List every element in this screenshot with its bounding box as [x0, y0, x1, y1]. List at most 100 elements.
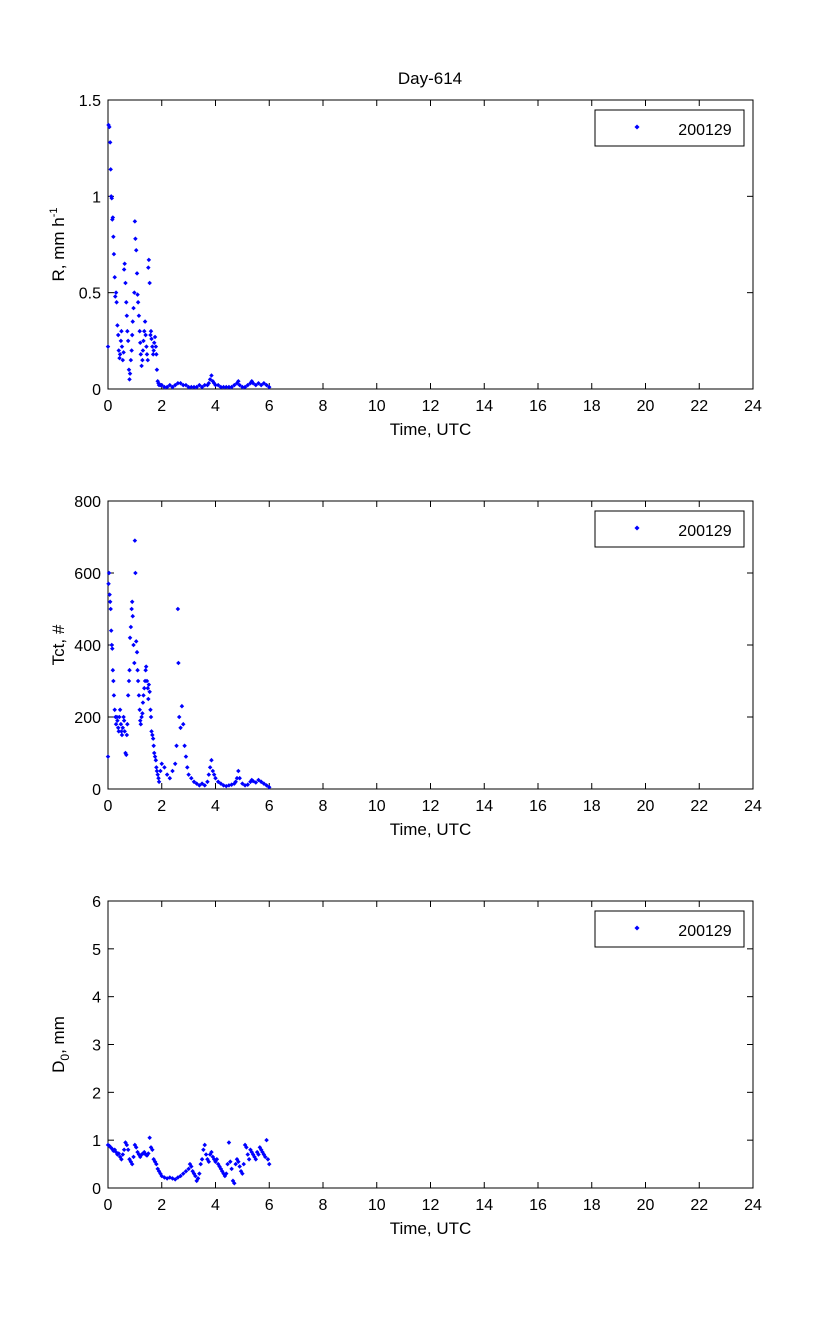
x-tick-label: 12	[422, 398, 440, 415]
data-point	[236, 379, 241, 384]
x-tick-label: 14	[475, 1197, 493, 1214]
data-point	[148, 328, 154, 334]
x-tick-label: 24	[744, 1197, 762, 1214]
x-axis-label: Time, UTC	[390, 820, 472, 839]
x-tick-label: 12	[422, 1197, 440, 1214]
data-point	[146, 257, 152, 263]
data-point	[114, 300, 119, 305]
data-point	[124, 300, 129, 305]
x-tick-label: 2	[157, 398, 166, 415]
x-tick-label: 18	[583, 398, 601, 415]
y-tick-label: 5	[92, 942, 101, 959]
data-point	[139, 363, 144, 369]
data-point	[146, 265, 151, 270]
x-tick-label: 24	[744, 798, 762, 815]
data-point	[135, 292, 140, 297]
x-tick-label: 22	[690, 1197, 708, 1214]
x-tick-label: 10	[368, 798, 386, 815]
x-tick-label: 22	[690, 798, 708, 815]
data-point	[244, 1145, 249, 1150]
y-axis-label: R, mm h-1	[48, 207, 68, 281]
data-point	[207, 377, 213, 382]
data-point	[152, 334, 158, 340]
x-axis-label: Time, UTC	[390, 1219, 472, 1238]
x-tick-label: 2	[157, 798, 166, 815]
x-tick-label: 6	[265, 398, 274, 415]
x-tick-label: 6	[265, 798, 274, 815]
y-tick-label: 1	[92, 1133, 101, 1150]
data-point	[206, 1159, 212, 1164]
data-point	[242, 384, 248, 390]
data-point	[226, 384, 232, 390]
y-tick-label: 0	[92, 782, 101, 799]
data-point	[125, 1147, 131, 1152]
data-point	[109, 195, 115, 201]
x-tick-label: 2	[157, 1197, 166, 1214]
data-point	[201, 1147, 206, 1152]
data-point	[141, 338, 146, 344]
data-point	[125, 338, 131, 344]
data-point	[150, 1147, 155, 1152]
data-point	[213, 382, 218, 388]
data-point	[183, 382, 189, 388]
x-tick-label: 8	[319, 1197, 328, 1214]
data-point	[223, 1171, 229, 1176]
data-point	[226, 1140, 232, 1145]
data-point	[154, 352, 159, 357]
x-tick-label: 0	[104, 1197, 113, 1214]
data-point	[180, 1171, 186, 1176]
x-tick-label: 18	[583, 798, 601, 815]
data-point	[129, 332, 135, 338]
x-tick-label: 0	[104, 398, 113, 415]
data-point	[232, 382, 237, 388]
x-tick-label: 14	[475, 398, 493, 415]
data-point	[107, 140, 113, 145]
x-tick-label: 6	[265, 1197, 274, 1214]
data-point	[262, 1154, 268, 1160]
data-point	[154, 367, 160, 372]
data-point	[229, 1166, 234, 1172]
data-point	[199, 384, 205, 390]
data-point	[189, 384, 194, 390]
y-tick-label: 400	[74, 638, 101, 655]
x-tick-label: 16	[529, 798, 547, 815]
x-tick-label: 4	[211, 1197, 220, 1214]
data-point	[138, 352, 144, 357]
data-point	[172, 382, 178, 388]
data-point	[142, 328, 147, 334]
data-point	[110, 215, 116, 220]
x-tick-label: 12	[422, 798, 440, 815]
legend-box	[594, 510, 745, 548]
data-point	[147, 280, 152, 286]
data-point	[131, 305, 136, 311]
data-point	[108, 167, 113, 172]
data-point	[228, 1159, 233, 1164]
y-tick-label: 1	[92, 189, 101, 206]
y-tick-label: 0.5	[79, 286, 101, 303]
data-point	[197, 382, 202, 388]
x-tick-label: 8	[319, 798, 328, 815]
x-tick-label: 20	[637, 1197, 655, 1214]
data-point	[218, 384, 224, 390]
data-point	[186, 1166, 191, 1172]
data-point	[147, 1135, 152, 1141]
data-point	[175, 380, 181, 386]
y-tick-label: 4	[92, 990, 101, 1007]
data-point	[189, 1164, 194, 1169]
data-point	[124, 313, 130, 319]
data-point	[261, 380, 267, 386]
data-point	[136, 313, 142, 319]
y-axis-label: D0, mm	[49, 1016, 72, 1073]
data-point	[191, 384, 197, 390]
y-axis-label: Tct, #	[49, 624, 68, 665]
data-point	[232, 1180, 237, 1186]
data-point	[183, 1168, 189, 1174]
data-point	[250, 380, 256, 386]
data-point	[113, 290, 119, 295]
x-tick-label: 18	[583, 1197, 601, 1214]
data-point	[209, 373, 214, 378]
y-tick-label: 0	[92, 1181, 101, 1198]
data-point	[180, 382, 186, 388]
